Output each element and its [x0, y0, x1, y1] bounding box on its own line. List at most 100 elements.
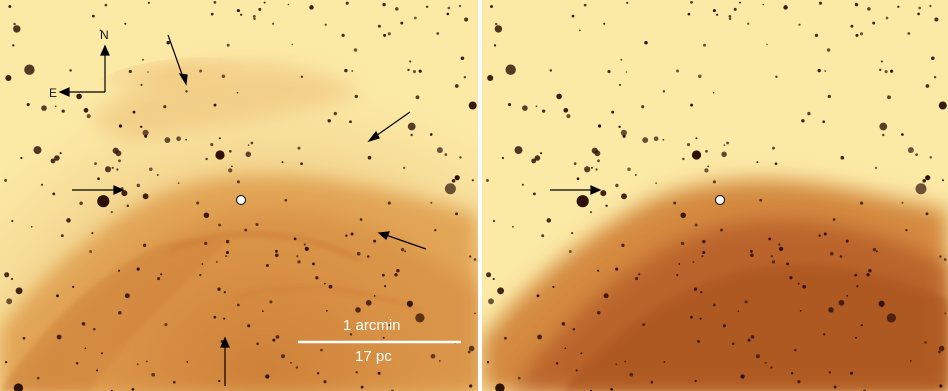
star: [467, 350, 471, 354]
arrow: [382, 233, 427, 250]
star: [747, 338, 751, 342]
star: [60, 234, 64, 238]
star: [50, 158, 56, 164]
arrow-head: [367, 130, 380, 143]
arrow-head: [377, 231, 390, 240]
star: [15, 287, 23, 295]
star: [702, 239, 706, 244]
star: [245, 151, 252, 158]
star: [26, 103, 30, 107]
star: [492, 277, 495, 281]
star: [571, 14, 575, 18]
star: [755, 354, 760, 359]
star: [739, 1, 741, 4]
star: [764, 361, 767, 364]
star: [597, 124, 602, 128]
star: [770, 366, 773, 369]
star: [186, 360, 189, 363]
star: [136, 267, 140, 271]
star: [924, 341, 927, 344]
star: [663, 360, 666, 363]
star: [226, 43, 230, 47]
star: [541, 109, 546, 113]
star: [635, 277, 639, 281]
star: [579, 200, 587, 207]
star: [600, 190, 607, 197]
star: [328, 284, 333, 289]
star: [723, 144, 726, 146]
compass: [58, 44, 110, 97]
star: [855, 33, 859, 37]
star: [396, 269, 400, 273]
star: [620, 129, 627, 136]
star: [185, 138, 187, 141]
star: [345, 234, 348, 237]
nebula-image-left: [0, 0, 478, 391]
star: [501, 156, 504, 160]
star: [86, 114, 91, 119]
star: [818, 234, 821, 237]
star: [429, 133, 433, 136]
star: [707, 165, 709, 168]
star: [533, 192, 536, 196]
star: [655, 182, 657, 184]
star: [584, 166, 591, 173]
star: [41, 105, 47, 111]
star: [341, 33, 345, 38]
star: [728, 15, 732, 18]
star: [244, 228, 248, 232]
star: [576, 177, 580, 181]
star: [76, 93, 82, 100]
star: [487, 74, 494, 82]
star: [69, 69, 72, 72]
star: [471, 179, 474, 182]
filament: [229, 286, 421, 312]
star: [756, 161, 759, 164]
star: [486, 178, 489, 182]
star: [615, 267, 619, 271]
star: [213, 315, 217, 319]
star: [291, 43, 294, 46]
star: [872, 247, 877, 252]
star: [653, 136, 659, 142]
star: [469, 384, 473, 388]
star: [886, 313, 897, 323]
star: [218, 223, 222, 227]
star: [703, 43, 706, 47]
star: [497, 287, 505, 295]
star: [846, 294, 849, 297]
star: [349, 120, 352, 124]
star: [712, 91, 715, 94]
star: [944, 312, 947, 315]
star: [629, 372, 634, 377]
star: [124, 293, 130, 299]
star: [832, 218, 836, 221]
star: [700, 290, 703, 294]
star: [83, 107, 89, 113]
star: [13, 25, 21, 33]
star: [687, 12, 691, 16]
star: [61, 109, 65, 113]
star: [759, 198, 763, 202]
star: [774, 162, 778, 166]
star: [676, 69, 679, 73]
star: [733, 7, 737, 11]
star: [766, 43, 768, 46]
star: [156, 174, 159, 176]
star: [185, 90, 188, 93]
panel-divider: [478, 0, 482, 391]
star: [641, 105, 645, 109]
star: [225, 250, 230, 255]
star: [597, 159, 600, 163]
star: [290, 361, 292, 364]
star: [878, 300, 885, 307]
compass-east-label: E: [49, 86, 58, 100]
star: [845, 239, 849, 243]
star: [383, 284, 387, 288]
star: [909, 359, 912, 362]
star: [247, 324, 251, 328]
star: [236, 303, 240, 307]
star: [605, 204, 608, 208]
star: [100, 200, 107, 207]
star: [690, 1, 693, 4]
